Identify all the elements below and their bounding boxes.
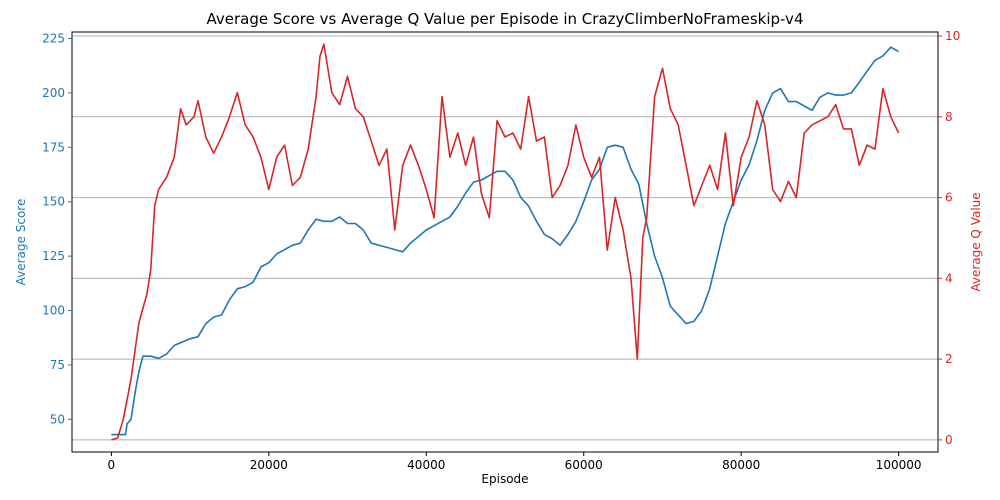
left-y-tick-label: 75 xyxy=(50,358,65,372)
score-line xyxy=(111,46,899,436)
left-y-axis-ticks: 50 75 100 125 150 175 200 225 xyxy=(42,32,72,426)
left-y-tick-label: 100 xyxy=(42,304,65,318)
q-value-series xyxy=(111,43,900,441)
chart-title: Average Score vs Average Q Value per Epi… xyxy=(207,10,804,28)
plot-frame xyxy=(71,31,939,453)
x-tick-label: 100000 xyxy=(876,458,922,472)
right-y-axis-label: Average Q Value xyxy=(969,192,983,291)
right-y-tick-label: 8 xyxy=(945,110,953,124)
left-y-tick-label: 50 xyxy=(50,412,65,426)
x-tick-label: 20000 xyxy=(250,458,288,472)
x-tick-label: 80000 xyxy=(722,458,760,472)
x-tick-label: 0 xyxy=(108,458,116,472)
left-y-tick-label: 225 xyxy=(42,32,65,46)
right-y-tick-label: 6 xyxy=(945,191,953,205)
left-y-tick-label: 175 xyxy=(42,140,65,154)
q-value-line xyxy=(111,43,900,441)
left-y-tick-label: 200 xyxy=(42,86,65,100)
grid xyxy=(72,35,938,441)
right-y-tick-label: 0 xyxy=(945,433,953,447)
x-tick-label: 40000 xyxy=(407,458,445,472)
left-y-tick-label: 125 xyxy=(42,249,65,263)
score-series xyxy=(111,46,899,436)
left-y-axis-label: Average Score xyxy=(14,199,28,286)
right-y-tick-label: 2 xyxy=(945,352,953,366)
x-axis-ticks: 0 20000 40000 60000 80000 100000 xyxy=(108,452,922,472)
x-tick-label: 60000 xyxy=(565,458,603,472)
x-axis-label: Episode xyxy=(481,472,528,486)
left-y-tick-label: 150 xyxy=(42,195,65,209)
right-y-tick-label: 4 xyxy=(945,271,953,285)
right-y-axis-ticks: 0 2 4 6 8 10 xyxy=(938,29,960,447)
right-y-tick-label: 10 xyxy=(945,29,960,43)
